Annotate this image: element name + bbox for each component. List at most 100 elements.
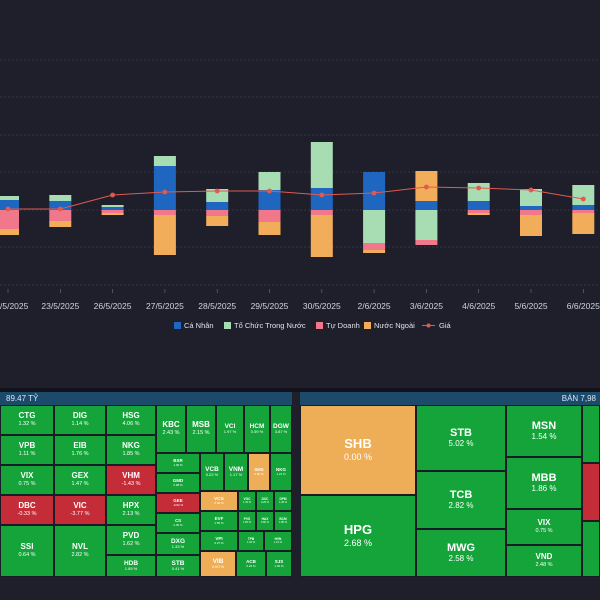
treemap-tile[interactable]: KBC 2.43 % bbox=[156, 405, 186, 453]
treemap-tile[interactable]: GMD 0.98 % bbox=[156, 473, 200, 493]
tile-symbol: HPX bbox=[122, 501, 140, 511]
bar-23-5-2025-s1 bbox=[49, 195, 72, 201]
treemap-tile[interactable]: EIB 1.76 % bbox=[54, 435, 106, 465]
tile-symbol: VIX bbox=[20, 471, 34, 481]
treemap-tile[interactable]: MSN 1.54 % bbox=[506, 405, 582, 457]
treemap-tile[interactable]: VPI 0.27 % bbox=[200, 531, 238, 551]
treemap-tile[interactable]: SSI 0.64 % bbox=[0, 525, 54, 577]
chart-legend[interactable]: Cá Nhân Tổ Chức Trong Nước Tự Doanh Nước Ng… bbox=[174, 321, 452, 330]
treemap-tile[interactable]: HAX 0.60 % bbox=[256, 511, 274, 531]
treemap-tile[interactable]: HPG 2.68 % bbox=[300, 495, 416, 577]
x-axis-ticks: /5/2025 23/5/2025 26/5/2025 27/5/2025 28/5/2… bbox=[0, 289, 600, 311]
legend-label-1: Tổ Chức Trong Nước bbox=[234, 321, 306, 330]
treemap-tile[interactable]: VIX 0.75 % bbox=[0, 465, 54, 495]
treemap-tile[interactable]: BSR 1.36 % bbox=[156, 453, 200, 473]
bar-4-6-2025-s2 bbox=[467, 210, 490, 213]
tile-symbol: DBC bbox=[18, 501, 36, 511]
treemap-tile[interactable]: TCB 2.82 % bbox=[416, 471, 506, 529]
treemap-tile[interactable]: HDB 1.89 % bbox=[106, 555, 156, 577]
treemap-tile[interactable]: VIB 0.00 % bbox=[200, 551, 236, 577]
treemap-tile[interactable]: STB 0.41 % bbox=[156, 555, 200, 577]
treemap-tile[interactable]: GEX 1.47 % bbox=[54, 465, 106, 495]
treemap-tile[interactable]: MSB 2.15 % bbox=[186, 405, 216, 453]
tile-change: 0.41 % bbox=[171, 566, 185, 572]
bar-27-5-2025-s3 bbox=[153, 215, 176, 255]
tile-change: 1.89 % bbox=[124, 566, 138, 572]
buy-header-value: 89.47 TỶ bbox=[6, 394, 39, 403]
tile-change: 0.22 % bbox=[205, 472, 219, 478]
tile-change: -0.33 % bbox=[17, 511, 37, 518]
treemap-tile[interactable]: PVD 1.62 % bbox=[106, 525, 156, 555]
treemap-tile[interactable]: MWG 2.58 % bbox=[416, 529, 506, 577]
legend-line-dot bbox=[426, 323, 431, 328]
treemap-tile[interactable]: DPM 1.39 % bbox=[274, 491, 292, 511]
tile-symbol: TCB bbox=[449, 489, 473, 502]
tile-symbol: DPM bbox=[279, 496, 287, 501]
treemap-tile[interactable]: EVF 1.55 % bbox=[200, 511, 238, 531]
tile-change: 1.11 % bbox=[18, 451, 36, 458]
bar-28-5-2025-s2 bbox=[206, 210, 229, 216]
treemap-tile[interactable]: SHB 0.00 % bbox=[300, 405, 416, 495]
treemap-tile[interactable]: VND 2.48 % bbox=[506, 545, 582, 577]
treemap-tile[interactable]: NKG 1.21 % bbox=[270, 453, 292, 491]
treemap-tile[interactable]: VNM 1.17 % bbox=[224, 453, 248, 491]
price-point-1 bbox=[57, 206, 63, 212]
legend-swatch-2 bbox=[316, 322, 323, 329]
price-point-7 bbox=[371, 190, 377, 196]
treemap-tile[interactable] bbox=[582, 405, 600, 463]
sell-treemap: SHB 0.00 % HPG 2.68 % STB 5.02 % TCB 2.82 % MWG 2… bbox=[300, 405, 600, 577]
tile-symbol: NKG bbox=[122, 441, 140, 451]
bar-3-6-2025-s2 bbox=[415, 240, 438, 245]
treemap-tile[interactable]: VIC -3.77 % bbox=[54, 495, 106, 525]
treemap-tile[interactable] bbox=[582, 521, 600, 577]
treemap-tile[interactable]: MBB 1.86 % bbox=[506, 457, 582, 509]
treemap-tile[interactable]: VCB 0.22 % bbox=[200, 453, 224, 491]
price-point-2 bbox=[110, 192, 115, 198]
treemap-tile[interactable]: VHM -1.43 % bbox=[106, 465, 156, 495]
tile-symbol: VPI bbox=[215, 535, 223, 541]
tile-symbol: VNM bbox=[228, 466, 244, 474]
tile-change: 0.98 % bbox=[173, 482, 183, 487]
tile-change: 2.58 % bbox=[448, 554, 474, 564]
treemap-tile[interactable]: ACB 0.24 % bbox=[236, 551, 266, 577]
treemap-tile[interactable]: VGC 1.43 % bbox=[238, 491, 256, 511]
treemap-tile[interactable]: NKG 1.85 % bbox=[106, 435, 156, 465]
treemap-tile[interactable]: VPB 1.11 % bbox=[0, 435, 54, 465]
treemap-tile[interactable]: VCG 0.00 % bbox=[200, 491, 238, 511]
treemap-tile[interactable]: HPX 2.13 % bbox=[106, 495, 156, 525]
treemap-tile[interactable]: VCI 1.97 % bbox=[216, 405, 244, 453]
treemap-tile[interactable]: BCM 1.85 % bbox=[274, 511, 292, 531]
treemap-tile[interactable]: HSG 4.06 % bbox=[106, 405, 156, 435]
treemap-tile[interactable]: DBC -0.33 % bbox=[0, 495, 54, 525]
tile-symbol: MSB bbox=[192, 420, 210, 430]
price-point-4 bbox=[214, 188, 220, 194]
price-polyline bbox=[8, 186, 584, 210]
treemap-tile[interactable]: SHS 0.00 % bbox=[248, 453, 270, 491]
treemap-tile[interactable]: TPB 1.02 % bbox=[238, 531, 264, 551]
treemap-tile[interactable]: DXG 1.33 % bbox=[156, 533, 200, 555]
bar-27-5-2025-s1 bbox=[153, 156, 176, 166]
price-point-6 bbox=[319, 192, 325, 198]
tile-symbol: STB bbox=[450, 427, 472, 440]
treemap-tile[interactable]: STB 5.02 % bbox=[416, 405, 506, 471]
tile-symbol: PVS bbox=[243, 516, 251, 521]
treemap-tile[interactable]: CTG 1.32 % bbox=[0, 405, 54, 435]
price-point-5 bbox=[267, 188, 272, 194]
tile-symbol: CII bbox=[175, 517, 181, 523]
treemap-tile[interactable]: DXC 0.29 % bbox=[256, 491, 274, 511]
bar-29-5-2025-s2 bbox=[258, 210, 281, 222]
treemap-tile[interactable]: PVS 1.65 % bbox=[238, 511, 256, 531]
treemap-tile[interactable]: HVN 1.21 % bbox=[264, 531, 292, 551]
treemap-tile[interactable]: HCM 0.59 % bbox=[244, 405, 270, 453]
treemap-tile[interactable]: NVL 2.82 % bbox=[54, 525, 106, 577]
treemap-tile[interactable]: VIX 0.75 % bbox=[506, 509, 582, 545]
tile-change: 1.85 % bbox=[278, 521, 288, 525]
treemap-tile[interactable]: SJS 1.40 % bbox=[266, 551, 292, 577]
tile-symbol: BSR bbox=[173, 457, 183, 463]
tile-symbol: BCM bbox=[279, 516, 287, 521]
treemap-tile[interactable]: CII 2.45 % bbox=[156, 513, 200, 533]
treemap-tile[interactable]: DIG 1.14 % bbox=[54, 405, 106, 435]
treemap-tile[interactable]: DGW 3.87 % bbox=[270, 405, 292, 453]
treemap-tile[interactable] bbox=[582, 463, 600, 521]
treemap-tile[interactable]: GEE -0.82 % bbox=[156, 493, 200, 513]
